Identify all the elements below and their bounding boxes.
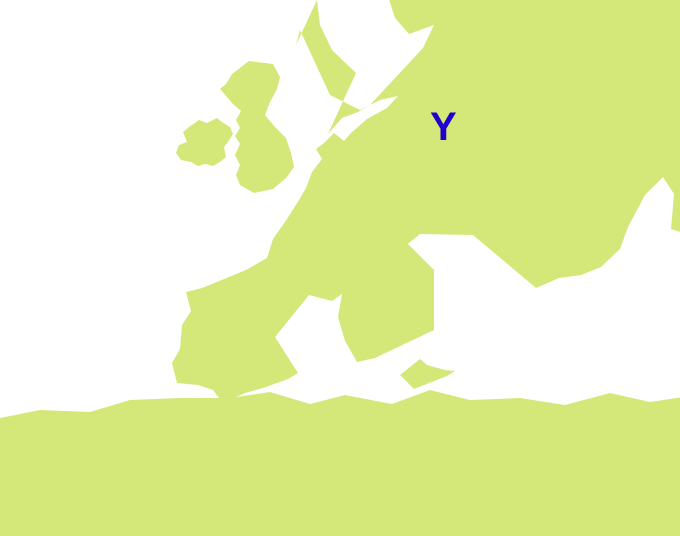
svg-text:Y: Y	[430, 105, 457, 149]
